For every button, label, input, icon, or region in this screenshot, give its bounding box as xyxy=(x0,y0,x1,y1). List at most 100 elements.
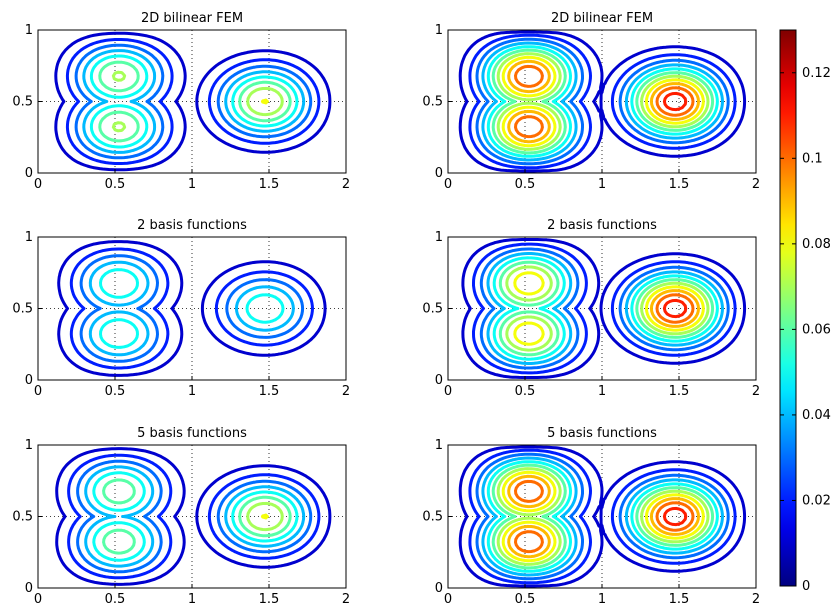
contour-line-0.01 xyxy=(458,30,747,173)
contour-line-0.05 xyxy=(486,460,719,573)
contour-line-0.05 xyxy=(486,45,719,158)
y-tick-label: 1 xyxy=(25,23,33,38)
contour-line-0.1 xyxy=(655,293,695,324)
contour-line-0.04 xyxy=(88,260,295,357)
y-tick-label: 0.5 xyxy=(12,510,33,525)
x-tick-label: 1 xyxy=(188,592,196,607)
contour-line-0.08 xyxy=(501,55,705,148)
x-tick-label: 2 xyxy=(342,177,350,192)
y-tick-label: 0 xyxy=(435,581,443,596)
contour-line-0.02 xyxy=(69,247,314,370)
subplot-title: 2 basis functions xyxy=(547,218,657,233)
subplot-6: 0 0.5 1 1.5 2 0 0.5 1 5 basis functions xyxy=(422,426,760,607)
contour-line-0.07 xyxy=(496,467,710,566)
y-tick-label: 1 xyxy=(435,438,443,453)
subplot-1: 0 0.5 1 1.5 2 0 0.5 1 2D bilinear FEM xyxy=(12,11,350,192)
contour-line-0.02 xyxy=(468,448,737,585)
x-tick-label: 0 xyxy=(34,384,42,399)
contour-line-0.07 xyxy=(111,70,284,133)
y-tick-label: 0 xyxy=(25,373,33,388)
contour-line-0.04 xyxy=(82,49,306,154)
contour-line-0.04 xyxy=(481,456,724,577)
contour-line-0.1 xyxy=(514,64,695,139)
contour-line-0.09 xyxy=(649,289,700,328)
contour-line-0.06 xyxy=(491,463,715,570)
y-tick-label: 0.5 xyxy=(422,510,443,525)
contour-line-0.01 xyxy=(57,240,327,377)
x-tick-label: 2 xyxy=(752,592,760,607)
contour-line-0.03 xyxy=(79,254,305,363)
subplot-title: 2D bilinear FEM xyxy=(141,11,243,26)
contour-line-0.03 xyxy=(475,452,730,581)
x-tick-label: 1 xyxy=(188,384,196,399)
x-tick-label: 0 xyxy=(444,384,452,399)
subplot-title: 2 basis functions xyxy=(137,218,247,233)
colorbar-tick-label: 0.06 xyxy=(802,322,831,337)
x-tick-label: 1 xyxy=(598,177,606,192)
x-tick-label: 1.5 xyxy=(669,177,690,192)
contour-line-0.02 xyxy=(468,33,737,170)
x-tick-label: 2 xyxy=(342,384,350,399)
contour-line-0.06 xyxy=(491,48,715,155)
x-tick-label: 1.5 xyxy=(259,177,280,192)
contour-line-0.01 xyxy=(54,31,332,172)
plot-area xyxy=(38,445,346,588)
contour-line-0.06 xyxy=(498,260,715,357)
x-tick-label: 0.5 xyxy=(515,177,536,192)
x-tick-label: 2 xyxy=(752,177,760,192)
contour-line-0.03 xyxy=(475,37,730,166)
colorbar-tick-label: 0.08 xyxy=(802,237,831,252)
x-tick-label: 1.5 xyxy=(259,592,280,607)
contour-line-0.01 xyxy=(461,238,747,379)
contour-line-0.04 xyxy=(481,41,724,162)
subplot-2: 0 0.5 1 1.5 2 0 0.5 1 2D bilinear FEM xyxy=(422,11,760,192)
subplot-title: 5 basis functions xyxy=(547,426,657,441)
contour-line-0.05 xyxy=(99,268,285,349)
contour-line-0.02 xyxy=(67,453,321,580)
y-tick-label: 1 xyxy=(435,230,443,245)
colorbar-tick-label: 0.1 xyxy=(802,151,823,166)
colorbar-tick-label: 0.02 xyxy=(802,493,831,508)
contour-line-0.11 xyxy=(662,506,688,527)
y-tick-label: 0.5 xyxy=(12,302,33,317)
x-tick-label: 0 xyxy=(444,592,452,607)
subplot-title: 5 basis functions xyxy=(137,426,247,441)
x-tick-label: 0.5 xyxy=(105,384,126,399)
subplot-title: 2D bilinear FEM xyxy=(551,11,653,26)
contour-line-0.09 xyxy=(507,59,700,144)
x-tick-label: 0 xyxy=(444,177,452,192)
x-tick-label: 1 xyxy=(598,384,606,399)
contour-line-0.09 xyxy=(507,474,700,559)
x-tick-label: 1.5 xyxy=(669,384,690,399)
contour-line-0.01 xyxy=(458,445,747,588)
x-tick-label: 2 xyxy=(342,592,350,607)
x-tick-label: 0 xyxy=(34,592,42,607)
contour-line-0.07 xyxy=(496,52,710,151)
y-tick-label: 0 xyxy=(435,166,443,181)
contour-line-0.04 xyxy=(486,252,724,365)
y-tick-label: 0.5 xyxy=(12,95,33,110)
x-tick-label: 1.5 xyxy=(669,592,690,607)
subplot-5: 0 0.5 1 1.5 2 0 0.5 1 5 basis functions xyxy=(12,426,350,607)
plot-area xyxy=(38,30,346,173)
x-tick-label: 0.5 xyxy=(515,384,536,399)
contour-line-0.04 xyxy=(84,465,306,568)
contour-line-0.11 xyxy=(662,91,688,112)
colorbar: 0 0.02 0.04 0.06 0.08 0.1 0.12 xyxy=(779,29,831,594)
contour-line-0.07 xyxy=(505,265,710,352)
colorbar-tick-label: 0.04 xyxy=(802,408,831,423)
colorbar-tick-label: 0.12 xyxy=(802,66,831,81)
contour-line-0.1 xyxy=(514,479,695,554)
contour-line-0.05 xyxy=(92,471,299,562)
contour-line-0.07 xyxy=(246,501,284,532)
contour-line-0.05 xyxy=(492,256,719,361)
y-tick-label: 0 xyxy=(435,373,443,388)
y-tick-label: 1 xyxy=(435,23,443,38)
contour-line-0.02 xyxy=(65,38,321,165)
contour-line-0.03 xyxy=(76,459,313,574)
colorbar-tick-label: 0 xyxy=(802,579,810,594)
subplot-3: 0 0.5 1 1.5 2 0 0.5 1 2 basis functions xyxy=(12,218,350,399)
y-tick-label: 1 xyxy=(25,230,33,245)
x-tick-label: 0.5 xyxy=(105,177,126,192)
